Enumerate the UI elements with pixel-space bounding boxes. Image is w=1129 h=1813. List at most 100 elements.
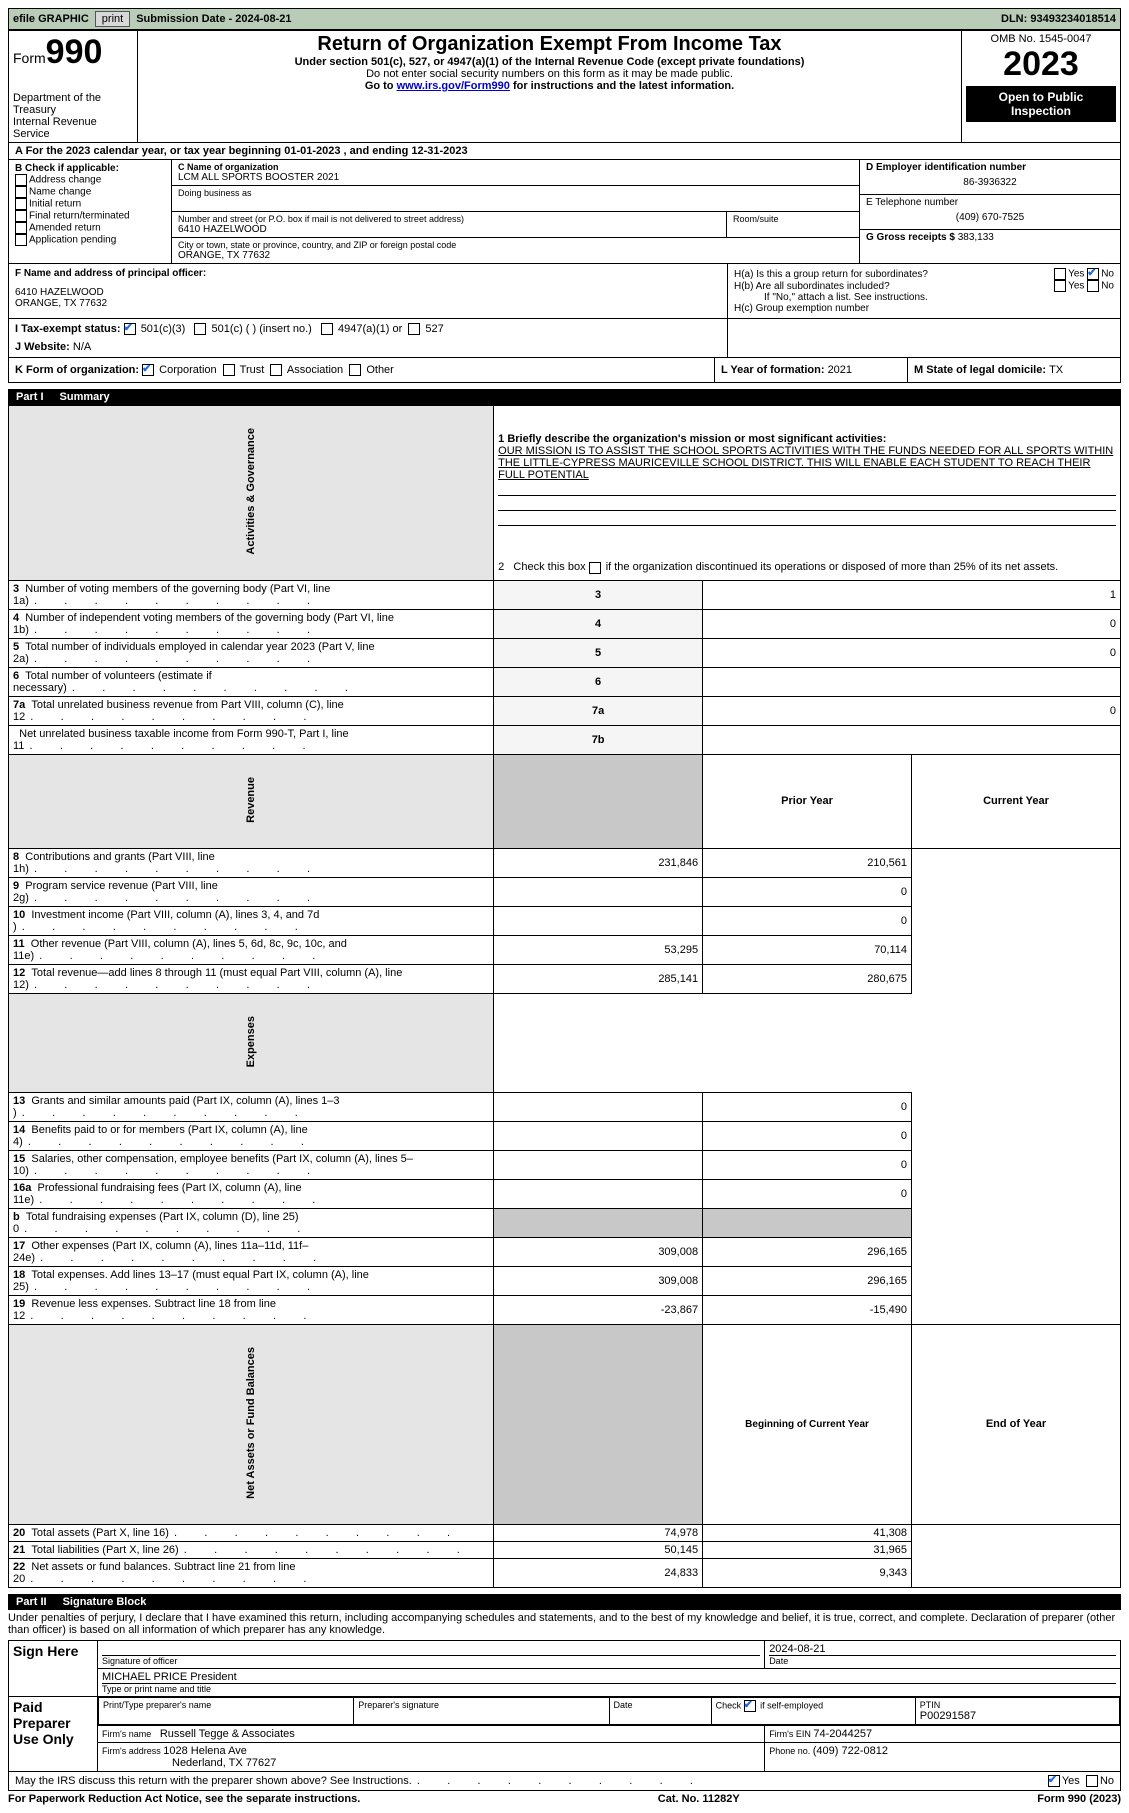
irs-label: Internal Revenue Service bbox=[13, 116, 133, 140]
firm-addr2: Nederland, TX 77627 bbox=[172, 1757, 276, 1769]
part-1-header: Part ISummary bbox=[8, 389, 1121, 405]
chk-corp[interactable] bbox=[142, 364, 154, 376]
efile-label: efile GRAPHIC bbox=[13, 13, 89, 25]
firm-phone: (409) 722-0812 bbox=[813, 1745, 888, 1757]
col-d-e-g: D Employer identification number 86-3936… bbox=[859, 160, 1120, 263]
col-c: C Name of organization LCM ALL SPORTS BO… bbox=[172, 160, 859, 263]
open-public-inspection: Open to Public Inspection bbox=[966, 86, 1116, 122]
footer-left: For Paperwork Reduction Act Notice, see … bbox=[8, 1793, 360, 1805]
dln-label: DLN: 93493234018514 bbox=[1001, 13, 1116, 25]
chk-amended-return[interactable] bbox=[15, 222, 27, 234]
page-footer: For Paperwork Reduction Act Notice, see … bbox=[8, 1793, 1121, 1805]
preparer-sig-label: Preparer's signature bbox=[358, 1700, 604, 1710]
chk-527[interactable] bbox=[408, 323, 420, 335]
firm-addr-label: Firm's address bbox=[102, 1746, 163, 1756]
sig-date: 2024-08-21 bbox=[769, 1643, 1116, 1655]
summary-table: Activities & Governance 1 Briefly descri… bbox=[8, 405, 1121, 1588]
col-b-label: B Check if applicable: bbox=[15, 163, 165, 174]
tax-year: 2023 bbox=[966, 45, 1116, 84]
website-value: N/A bbox=[73, 341, 91, 353]
print-button[interactable]: print bbox=[95, 11, 130, 27]
col-begin-year: Beginning of Current Year bbox=[703, 1324, 912, 1524]
preparer-date-label: Date bbox=[614, 1700, 707, 1710]
form-title: Return of Organization Exempt From Incom… bbox=[142, 33, 957, 56]
ha-label: H(a) Is this a group return for subordin… bbox=[734, 269, 928, 280]
street-value: 6410 HAZELWOOD bbox=[178, 224, 720, 235]
type-name-label: Type or print name and title bbox=[102, 1683, 1116, 1694]
chk-trust[interactable] bbox=[223, 364, 235, 376]
vtab-revenue: Revenue bbox=[245, 757, 257, 843]
domicile-value: TX bbox=[1049, 364, 1063, 376]
chk-application-pending[interactable] bbox=[15, 234, 27, 246]
discuss-row: May the IRS discuss this return with the… bbox=[8, 1772, 1121, 1791]
website-label: J Website: bbox=[15, 341, 73, 353]
form-990: 990 bbox=[46, 33, 103, 71]
dept-treasury: Department of the Treasury bbox=[13, 92, 133, 116]
chk-other[interactable] bbox=[349, 364, 361, 376]
goto-suffix: for instructions and the latest informat… bbox=[510, 80, 734, 92]
street-label: Number and street (or P.O. box if mail i… bbox=[178, 214, 720, 224]
vtab-activities: Activities & Governance bbox=[245, 408, 257, 575]
irs-link[interactable]: www.irs.gov/Form990 bbox=[397, 80, 510, 92]
col-prior-year: Prior Year bbox=[703, 754, 912, 848]
top-toolbar: efile GRAPHIC print Submission Date - 20… bbox=[8, 8, 1121, 30]
chk-hb-no[interactable] bbox=[1087, 280, 1099, 292]
firm-ein-label: Firm's EIN bbox=[769, 1729, 813, 1739]
subtitle-2: Do not enter social security numbers on … bbox=[142, 68, 957, 80]
domicile-label: M State of legal domicile: bbox=[914, 364, 1049, 376]
mission-text: OUR MISSION IS TO ASSIST THE SCHOOL SPOR… bbox=[498, 445, 1116, 481]
row-i-j: I Tax-exempt status: 501(c)(3) 501(c) ( … bbox=[8, 319, 1121, 358]
firm-ein: 74-2044257 bbox=[813, 1728, 872, 1740]
sign-here-label: Sign Here bbox=[9, 1640, 98, 1696]
chk-final-return[interactable] bbox=[15, 210, 27, 222]
discuss-text: May the IRS discuss this return with the… bbox=[15, 1775, 412, 1787]
city-label: City or town, state or province, country… bbox=[178, 240, 853, 250]
submission-date: Submission Date - 2024-08-21 bbox=[136, 13, 291, 25]
omb-number: OMB No. 1545-0047 bbox=[966, 33, 1116, 45]
chk-discontinued[interactable] bbox=[589, 562, 601, 574]
phone-value: (409) 670-7525 bbox=[866, 208, 1114, 227]
ptin-value: P00291587 bbox=[920, 1710, 1115, 1722]
city-value: ORANGE, TX 77632 bbox=[178, 250, 853, 261]
line1-label: 1 Briefly describe the organization's mi… bbox=[498, 433, 1116, 445]
chk-assoc[interactable] bbox=[270, 364, 282, 376]
phone-label: E Telephone number bbox=[866, 197, 1114, 208]
chk-discuss-yes[interactable] bbox=[1048, 1775, 1060, 1787]
subtitle-1: Under section 501(c), 527, or 4947(a)(1)… bbox=[142, 56, 957, 68]
vtab-expenses: Expenses bbox=[245, 996, 257, 1087]
chk-hb-yes[interactable] bbox=[1054, 280, 1066, 292]
chk-ha-no[interactable] bbox=[1087, 268, 1099, 280]
hb-label: H(b) Are all subordinates included? bbox=[734, 281, 890, 292]
firm-phone-label: Phone no. bbox=[769, 1746, 813, 1756]
chk-ha-yes[interactable] bbox=[1054, 268, 1066, 280]
form-header: Form990 Department of the Treasury Inter… bbox=[8, 30, 1121, 143]
row-f-h: F Name and address of principal officer:… bbox=[8, 264, 1121, 319]
part-2-header: Part IISignature Block bbox=[8, 1594, 1121, 1610]
col-end-year: End of Year bbox=[912, 1324, 1121, 1524]
form-word: Form bbox=[13, 50, 46, 66]
chk-501c[interactable] bbox=[194, 323, 206, 335]
officer-addr2: ORANGE, TX 77632 bbox=[15, 298, 721, 309]
form-org-label: K Form of organization: bbox=[15, 364, 139, 376]
chk-4947[interactable] bbox=[321, 323, 333, 335]
row-a-tax-year: A For the 2023 calendar year, or tax yea… bbox=[8, 143, 1121, 160]
ein-value: 86-3936322 bbox=[866, 173, 1114, 192]
officer-name: MICHAEL PRICE President bbox=[102, 1671, 1116, 1683]
line2-text: 2 Check this box if the organization dis… bbox=[498, 561, 1058, 573]
officer-addr1: 6410 HAZELWOOD bbox=[15, 287, 721, 298]
footer-mid: Cat. No. 11282Y bbox=[658, 1793, 740, 1805]
year-formation-label: L Year of formation: bbox=[721, 364, 828, 376]
room-label: Room/suite bbox=[733, 214, 853, 224]
paid-preparer-label: Paid Preparer Use Only bbox=[9, 1696, 98, 1771]
hc-label: H(c) Group exemption number bbox=[734, 303, 1114, 314]
row-k-l-m: K Form of organization: Corporation Trus… bbox=[8, 358, 1121, 383]
firm-name-label: Firm's name bbox=[102, 1729, 154, 1739]
chk-discuss-no[interactable] bbox=[1086, 1775, 1098, 1787]
chk-initial-return[interactable] bbox=[15, 198, 27, 210]
hb-note: If "No," attach a list. See instructions… bbox=[734, 292, 1114, 303]
chk-address-change[interactable] bbox=[15, 174, 27, 186]
chk-name-change[interactable] bbox=[15, 186, 27, 198]
chk-self-employed[interactable] bbox=[744, 1700, 756, 1712]
chk-501c3[interactable] bbox=[124, 323, 136, 335]
footer-right: Form 990 (2023) bbox=[1037, 1793, 1121, 1805]
